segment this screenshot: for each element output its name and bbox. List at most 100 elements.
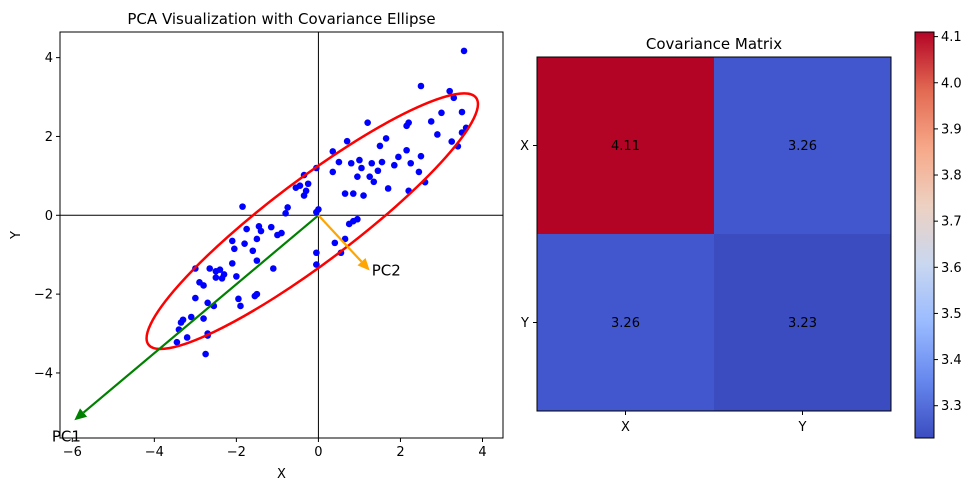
scatter-point	[216, 266, 224, 273]
scatter-point	[218, 275, 226, 282]
pc-vector-line	[317, 214, 363, 263]
scatter-point	[417, 152, 425, 160]
colorbar: 3.3 3.4 3.5 3.6 3.7 3.8 3.9 4.0 4.1	[914, 30, 962, 439]
scatter-point	[335, 158, 343, 166]
heatmap-y-tick-label: Y	[520, 316, 529, 331]
scatter-point	[391, 161, 398, 169]
pca-x-axis-label: X	[277, 467, 286, 482]
scatter-point	[329, 148, 337, 155]
scatter-point	[228, 237, 236, 245]
scatter-point	[360, 192, 367, 199]
scatter-point	[233, 273, 240, 280]
heatmap-cell	[714, 57, 892, 235]
colorbar-tick-label: 3.5	[941, 307, 962, 322]
scatter-point	[341, 190, 349, 197]
scatter-point	[417, 82, 425, 90]
covariance-ellipse	[145, 92, 480, 351]
scatter-point	[206, 265, 214, 272]
scatter-point	[267, 223, 275, 231]
scatter-point	[241, 240, 248, 247]
scatter-point	[403, 122, 410, 130]
x-tick-label: −4	[145, 445, 164, 460]
colorbar-tick-label: 3.4	[941, 353, 962, 368]
scatter-point	[243, 225, 250, 233]
scatter-point	[177, 319, 185, 326]
scatter-point	[347, 159, 355, 167]
scatter-point	[341, 235, 349, 243]
heatmap-cell-value: 3.23	[788, 316, 817, 331]
heatmap-cell	[537, 234, 715, 412]
scatter-point	[300, 192, 308, 199]
scatter-point	[249, 247, 257, 255]
heatmap-cell	[537, 57, 715, 235]
scatter-point	[183, 334, 191, 341]
colorbar-tick-label: 3.3	[941, 399, 962, 414]
scatter-point	[235, 295, 242, 303]
covariance-heatmap: Covariance Matrix 4.11 3.26 3.26 3.23 X Y X Y	[520, 35, 892, 435]
colorbar-ticks: 3.3 3.4 3.5 3.6 3.7 3.8 3.9 4.0 4.1	[934, 30, 962, 414]
scatter-point	[313, 261, 320, 268]
heatmap-cell-value: 3.26	[611, 316, 640, 331]
colorbar-gradient	[914, 31, 935, 439]
heatmap-frame	[536, 56, 892, 412]
heatmap-x-tick-label: Y	[798, 420, 807, 435]
pca-scatter-chart: PCA Visualization with Covariance Ellips…	[9, 10, 504, 482]
scatter-point	[349, 190, 357, 197]
scatter-point	[378, 158, 386, 166]
heatmap-title: Covariance Matrix	[646, 35, 782, 53]
scatter-point	[438, 109, 445, 117]
scatter-point	[200, 315, 207, 322]
scatter-point	[382, 135, 390, 142]
scatter-point	[356, 156, 363, 164]
pca-chart-title: PCA Visualization with Covariance Ellips…	[127, 10, 435, 28]
scatter-point	[239, 203, 246, 210]
colorbar-tick-label: 4.1	[941, 30, 962, 45]
scatter-point	[253, 257, 261, 264]
scatter-point	[282, 210, 289, 217]
scatter-point	[370, 178, 378, 186]
y-tick-label: −2	[34, 288, 53, 303]
scatter-point	[458, 108, 466, 116]
scatter-point	[292, 184, 300, 191]
pc-vectors	[74, 214, 370, 421]
pc-vector-line	[82, 214, 320, 414]
scatter-point	[460, 47, 468, 55]
heatmap-cells: 4.11 3.26 3.26 3.23	[537, 57, 892, 412]
scatter-point	[284, 204, 291, 211]
scatter-point	[427, 118, 435, 125]
scatter-point	[173, 338, 181, 346]
colorbar-tick-label: 3.9	[941, 122, 962, 137]
pc-vector-arrowhead	[74, 408, 88, 421]
scatter-point	[196, 279, 203, 286]
scatter-point	[331, 239, 339, 247]
scatter-point	[253, 235, 261, 243]
pca-plot-area	[60, 32, 503, 438]
y-tick-label: −4	[34, 366, 53, 381]
pca-plot-frame	[59, 31, 504, 439]
x-tick-label: 4	[478, 445, 486, 460]
colorbar-tick-label: 4.0	[941, 76, 962, 91]
y-tick-label: 0	[45, 209, 53, 224]
scatter-point	[204, 299, 211, 307]
scatter-point	[446, 87, 453, 95]
heatmap-cell-value: 3.26	[788, 139, 817, 154]
scatter-point	[345, 220, 353, 228]
scatter-point	[343, 137, 351, 145]
scatter-point	[434, 131, 441, 138]
scatter-point	[212, 274, 220, 281]
scatter-point	[228, 260, 236, 267]
x-tick-label: −2	[227, 445, 246, 460]
scatter-point	[251, 292, 259, 300]
scatter-point	[354, 173, 361, 180]
scatter-point	[313, 249, 320, 257]
pca-y-axis-label: Y	[9, 231, 24, 240]
scatter-point	[187, 313, 195, 321]
scatter-point	[384, 185, 392, 192]
pc-vector-arrowhead	[357, 257, 370, 271]
scatter-point	[407, 159, 415, 167]
y-tick-label: 2	[45, 130, 53, 145]
scatter-point	[448, 138, 456, 145]
scatter-point	[376, 142, 384, 150]
scatter-point	[304, 180, 312, 188]
scatter-point	[315, 206, 322, 213]
